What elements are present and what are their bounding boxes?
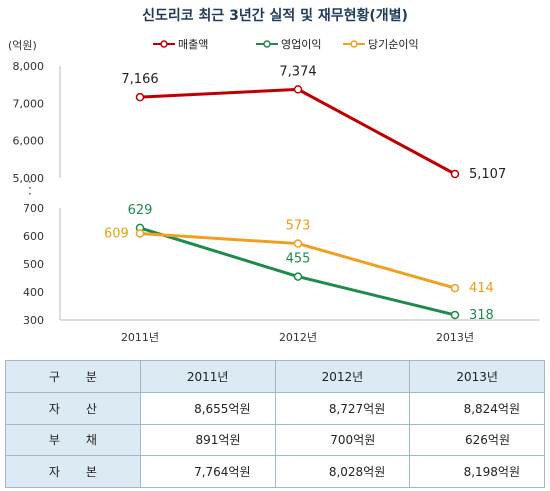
table-cell: 8,727억원 bbox=[274, 391, 411, 425]
data-point bbox=[450, 283, 460, 293]
legend-label: 영업이익 bbox=[281, 38, 321, 51]
series-points bbox=[135, 85, 460, 320]
y-tick-label: 8,000 bbox=[13, 60, 45, 73]
data-point bbox=[135, 92, 145, 102]
data-label: 5,107 bbox=[469, 167, 506, 182]
data-label: 7,166 bbox=[121, 72, 158, 87]
axis-break-dot: · bbox=[28, 181, 32, 195]
y-tick-label: 600 bbox=[23, 230, 44, 243]
row-label: 부채 bbox=[5, 423, 141, 457]
row-label: 자산 bbox=[5, 391, 141, 425]
x-tick-label: 2013년 bbox=[436, 331, 474, 344]
data-label: 573 bbox=[286, 219, 311, 234]
data-label: 414 bbox=[469, 281, 494, 296]
y-tick-label: 6,000 bbox=[13, 135, 45, 148]
y-tick-label: 300 bbox=[23, 314, 44, 327]
x-tick-label: 2011년 bbox=[121, 331, 159, 344]
table-cell: 700억원 bbox=[274, 423, 411, 457]
table-header-cell: 2012년 bbox=[274, 360, 411, 393]
row-label: 자본 bbox=[5, 455, 141, 488]
data-point bbox=[135, 229, 145, 238]
legend-label: 당기순이익 bbox=[368, 38, 419, 51]
unit-label: (억원) bbox=[8, 39, 37, 52]
table-cell: 8,198억원 bbox=[409, 455, 545, 488]
data-label: 609 bbox=[104, 226, 129, 241]
axes: · · · bbox=[28, 66, 540, 321]
data-label: 629 bbox=[128, 203, 153, 218]
table-header-cell: 2011년 bbox=[139, 360, 276, 393]
x-tick-label: 2012년 bbox=[279, 331, 317, 344]
tick-labels: 8,000 7,000 6,000 5,000 700 600 500 400 300 2011년… bbox=[13, 60, 475, 344]
data-point bbox=[293, 272, 303, 281]
data-point bbox=[293, 239, 303, 248]
y-tick-label: 7,000 bbox=[13, 97, 45, 110]
series-line bbox=[139, 87, 456, 176]
legend: 매출액 영업이익 당기순이익 bbox=[153, 38, 419, 51]
data-labels: 7,166 7,374 5,107 629 455 318 609 573 414 bbox=[104, 64, 506, 323]
table-cell: 8,655억원 bbox=[139, 391, 276, 425]
axis-break-dot: · bbox=[28, 175, 32, 189]
table-row: 자산 8,655억원 8,727억원 8,824억원 bbox=[5, 391, 545, 425]
table-header-cell: 구분 bbox=[5, 360, 141, 393]
legend-marker bbox=[350, 40, 358, 48]
table-cell: 7,764억원 bbox=[139, 455, 276, 488]
y-tick-label: 400 bbox=[23, 286, 44, 299]
table-row: 부채 891억원 700억원 626억원 bbox=[5, 423, 545, 457]
table-cell: 891억원 bbox=[139, 423, 276, 457]
y-tick-label: 500 bbox=[23, 258, 44, 271]
table-header-cell: 2013년 bbox=[409, 360, 545, 393]
y-tick-label: 5,000 bbox=[13, 172, 45, 185]
table-cell: 8,824억원 bbox=[409, 391, 545, 425]
series-lines bbox=[139, 87, 456, 317]
data-point bbox=[450, 310, 460, 320]
data-label: 7,374 bbox=[279, 64, 316, 79]
legend-marker bbox=[160, 40, 168, 48]
y-tick-label: 700 bbox=[23, 202, 44, 215]
chart-area: 신도리코 최근 3년간 실적 및 재무현황(개별) (억원) 매출액 영업이익 당기… bbox=[8, 7, 540, 344]
legend-label: 매출액 bbox=[178, 38, 208, 51]
financial-table: 구분 2011년 2012년 2013년 자산 8,655억원 8,727억원 … bbox=[5, 360, 545, 488]
data-label: 318 bbox=[469, 308, 494, 323]
data-label: 455 bbox=[286, 252, 311, 267]
legend-marker bbox=[263, 40, 271, 48]
data-point bbox=[450, 169, 460, 179]
data-point bbox=[293, 85, 303, 94]
table-cell: 626억원 bbox=[409, 423, 545, 457]
chart-title: 신도리코 최근 3년간 실적 및 재무현황(개별) bbox=[142, 7, 408, 24]
table-row: 자본 7,764억원 8,028억원 8,198억원 bbox=[5, 455, 545, 488]
table-cell: 8,028억원 bbox=[274, 455, 411, 488]
table-header-row: 구분 2011년 2012년 2013년 bbox=[5, 360, 545, 393]
axis-break-dot: · bbox=[28, 187, 32, 201]
